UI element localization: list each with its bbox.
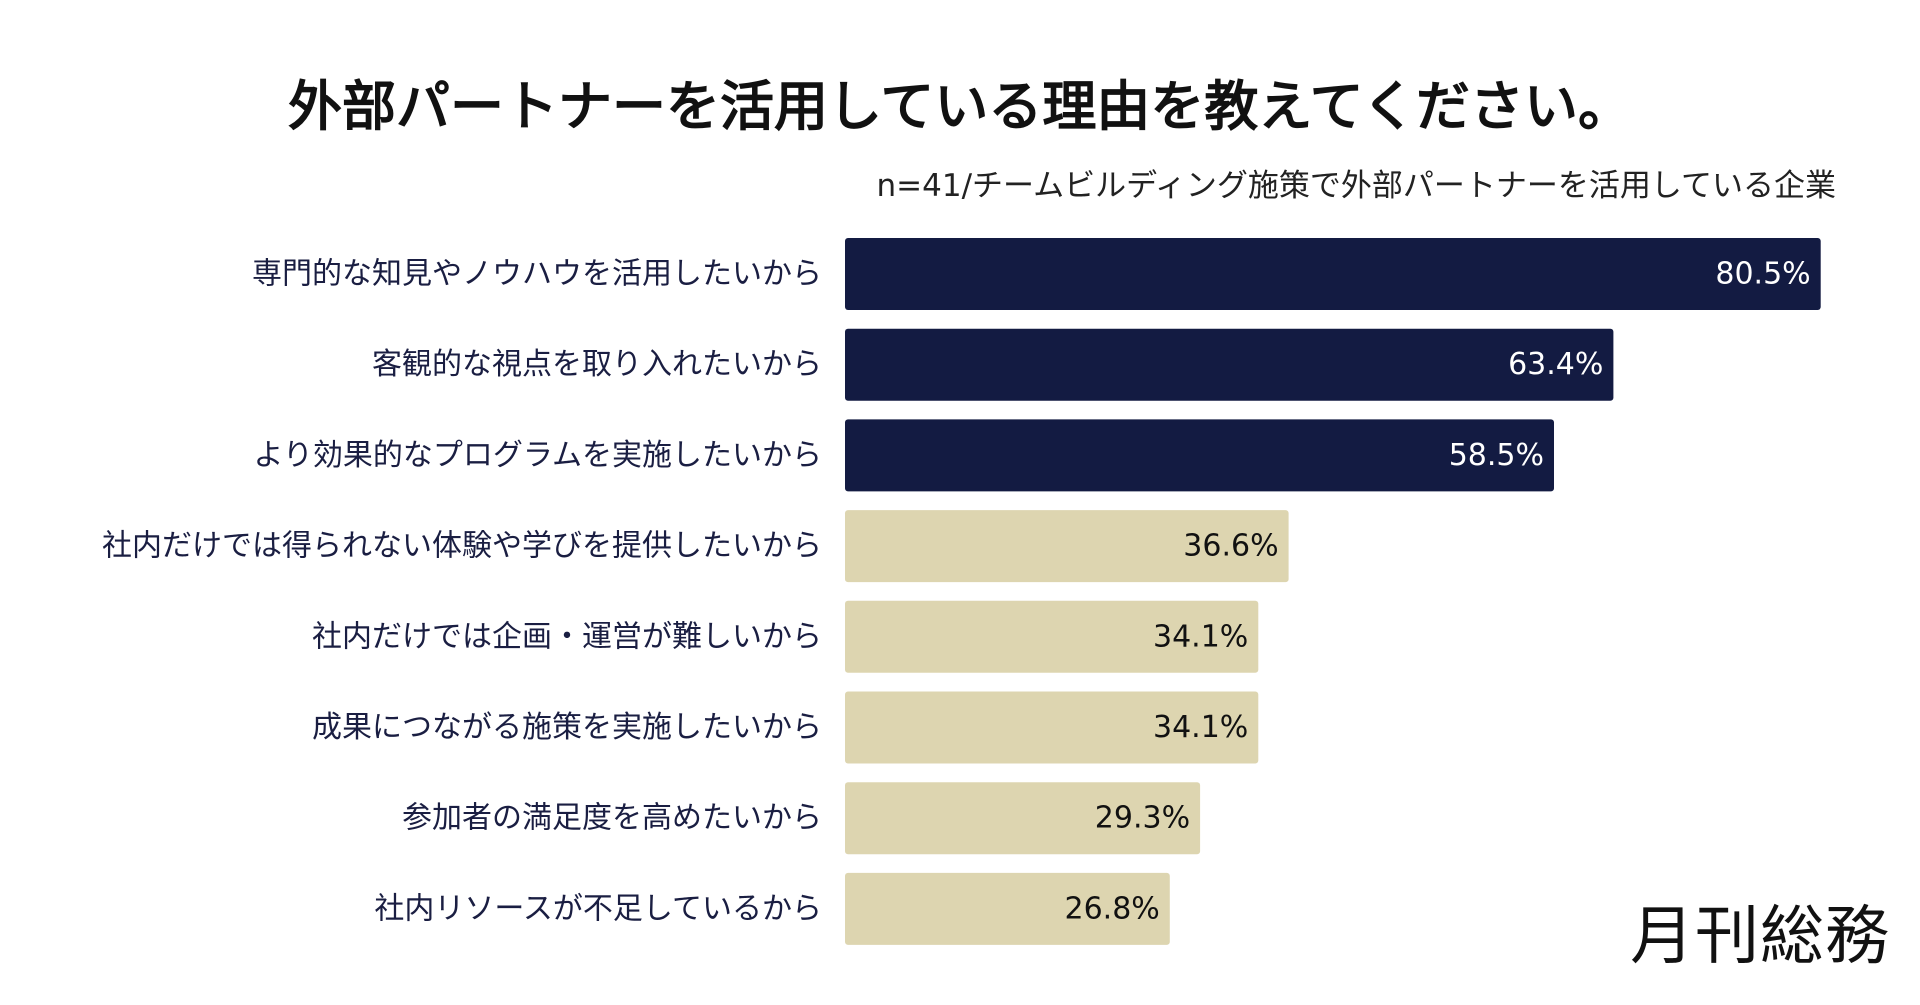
category-label-6: 成果につながる施策を実施したいから [312,710,822,745]
category-label-4: 社内だけでは得られない体験や学びを提供したいから [102,529,822,564]
publisher-logo: 月刊総務 [1630,900,1890,974]
category-label-2: 客観的な視点を取り入れたいから [372,347,822,382]
bar-1 [845,238,1821,310]
bar-4 [845,510,1289,583]
bars-group: 専門的な知見やノウハウを活用したいから 80.5% 客観的な視点を取り入れたいから 6… [102,238,1821,945]
value-label-7: 29.3% [1095,801,1190,836]
category-label-1: 専門的な知見やノウハウを活用したいから [252,257,822,292]
value-label-2: 63.4% [1508,347,1603,382]
value-label-8: 26.8% [1064,891,1159,926]
chart-title: 外部パートナーを活用している理由を教えてください。 [287,75,1633,138]
value-label-5: 34.1% [1153,619,1248,654]
category-label-8: 社内リソースが不足しているから [374,891,822,926]
value-label-4: 36.6% [1183,529,1278,564]
category-label-5: 社内だけでは企画・運営が難しいから [312,619,822,654]
bar-6 [845,691,1259,764]
category-label-3: より効果的なプログラムを実施したいから [254,438,823,473]
value-label-6: 34.1% [1153,710,1248,745]
value-label-1: 80.5% [1715,257,1810,292]
chart-subtitle: n=41/チームビルディング施策で外部パートナーを活用している企業 [876,168,1836,204]
bar-5 [845,600,1259,673]
bar-7 [845,782,1201,855]
bar-8 [845,872,1170,945]
value-label-3: 58.5% [1449,438,1544,473]
bar-2 [845,328,1614,401]
category-label-7: 参加者の満足度を高めたいから [402,801,822,836]
bar-3 [845,419,1554,492]
